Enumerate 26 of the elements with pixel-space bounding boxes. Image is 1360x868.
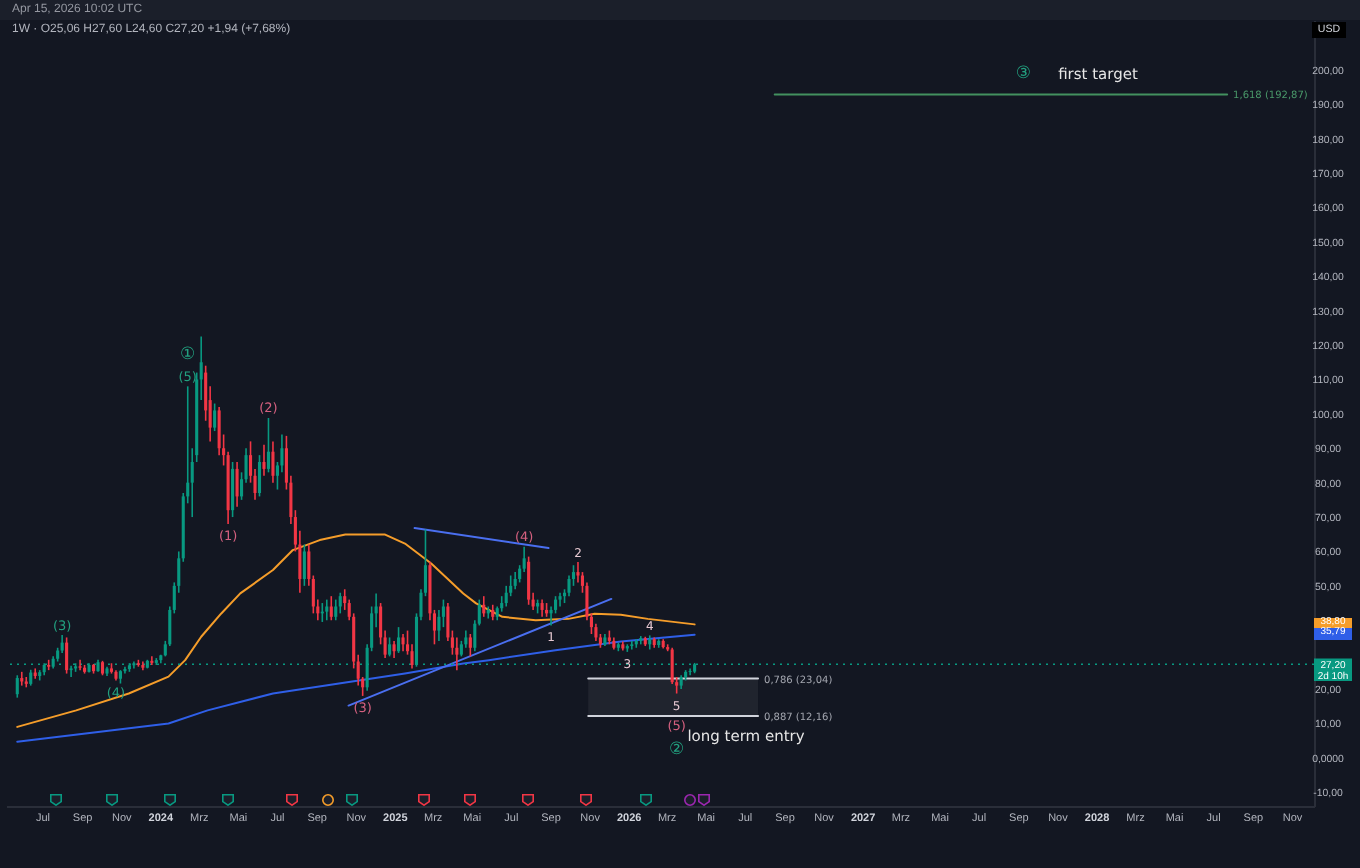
candlestick xyxy=(150,655,154,666)
candlestick xyxy=(235,461,239,508)
candlestick xyxy=(397,626,401,654)
candlestick xyxy=(527,555,531,606)
candlestick xyxy=(262,444,266,477)
candlestick xyxy=(69,664,73,678)
candlestick xyxy=(302,543,306,587)
annotation: ③ xyxy=(1015,63,1031,84)
annotation: ① xyxy=(180,344,196,365)
candlestick xyxy=(65,636,69,675)
candlestick xyxy=(329,595,333,622)
annotation: ② xyxy=(669,740,685,761)
candlestick xyxy=(231,461,235,518)
candlestick xyxy=(213,402,217,432)
candlestick xyxy=(455,636,459,671)
line-series xyxy=(16,533,696,728)
candlestick xyxy=(334,598,338,622)
candlestick xyxy=(325,598,329,622)
candlestick xyxy=(15,674,19,699)
candlestick xyxy=(338,591,342,615)
candlestick xyxy=(388,636,392,658)
candlestick xyxy=(78,659,82,671)
candlestick xyxy=(257,454,262,498)
candlestick xyxy=(271,440,275,484)
candlestick xyxy=(266,417,271,474)
candlestick xyxy=(468,633,472,658)
